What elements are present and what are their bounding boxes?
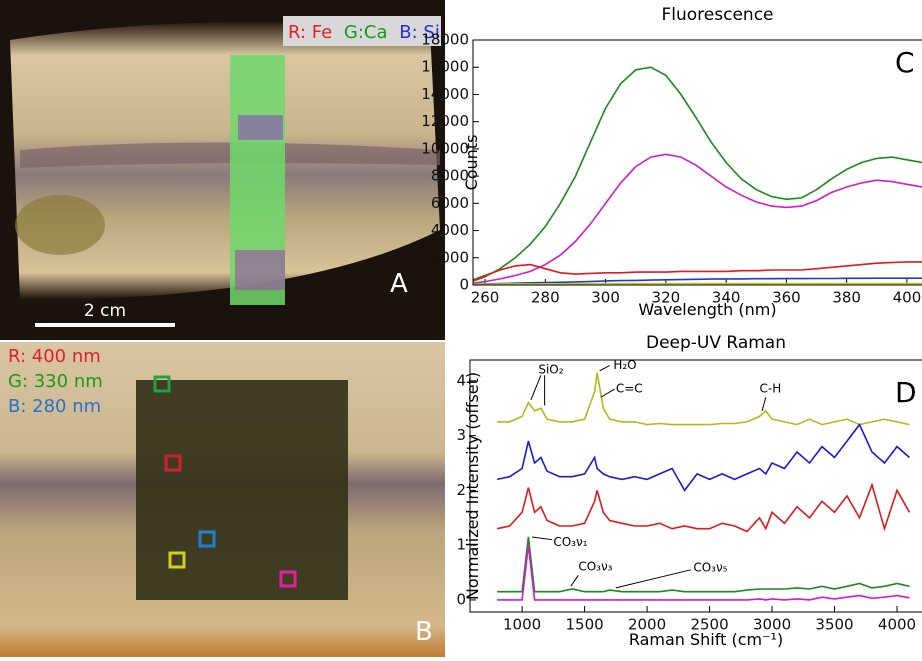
chart-title: Deep-UV Raman: [646, 333, 786, 353]
x-tick-label: 4000: [878, 616, 916, 634]
y-tick-label: 0: [459, 276, 469, 294]
y-tick-label: 1: [456, 536, 466, 554]
y-tick-label: 12000: [421, 112, 469, 130]
x-tick-label: 380: [832, 289, 861, 307]
channel-g: G:Ca: [344, 22, 388, 43]
panel-letter: B: [415, 617, 433, 647]
y-tick-label: 4000: [431, 221, 469, 239]
fluorescence-map: [136, 380, 348, 600]
figure: R: Fe G:Ca B: Si 2 cm A R: 400 nm G: 330…: [0, 0, 922, 657]
x-tick-label: 320: [652, 289, 681, 307]
annotation-arrow: [571, 575, 578, 586]
chart-title: Fluorescence: [662, 5, 774, 25]
y-tick-label: 0: [456, 590, 466, 608]
x-tick-label: 3000: [753, 616, 791, 634]
annotation-arrow: [616, 570, 691, 588]
annotation: C=C: [616, 382, 643, 396]
annotation: CO₃ν₅: [693, 561, 727, 575]
channel-r: R: 400 nm: [8, 346, 101, 367]
rock-patch: [15, 195, 105, 255]
panel-b: R: 400 nm G: 330 nm B: 280 nm B: [0, 342, 445, 657]
annotation: CO₃ν₁: [553, 535, 587, 549]
y-tick-label: 2000: [431, 248, 469, 266]
axis-frame: [473, 40, 922, 285]
series-line: [470, 154, 922, 283]
series-line: [497, 485, 909, 532]
annotation: CO₃ν₃: [578, 560, 612, 574]
x-tick-label: 360: [772, 289, 801, 307]
panel-letter: A: [390, 269, 408, 299]
x-tick-label: 1000: [503, 616, 541, 634]
annotation: SiO₂: [538, 362, 563, 376]
annotation-arrow: [532, 537, 552, 540]
y-tick-label: 16000: [421, 58, 469, 76]
panel-a: R: Fe G:Ca B: Si 2 cm A: [0, 0, 445, 340]
annotation: C-H: [760, 382, 782, 396]
y-tick-label: 8000: [431, 167, 469, 185]
channel-legend: R: Fe G:Ca B: Si: [288, 22, 440, 43]
x-tick-label: 300: [591, 289, 620, 307]
channel-g: G: 330 nm: [8, 371, 103, 392]
scale-label: 2 cm: [84, 301, 126, 321]
channel-b: B: 280 nm: [8, 396, 101, 417]
annotation-arrow: [762, 397, 766, 411]
x-tick-label: 3500: [815, 616, 853, 634]
plot-lines: [470, 67, 922, 284]
y-tick-label: 14000: [421, 85, 469, 103]
element-map-region: [238, 115, 283, 140]
series-line: [497, 373, 909, 425]
y-tick-label: 6000: [431, 194, 469, 212]
panel-letter: C: [895, 46, 915, 79]
x-tick-label: 1500: [565, 616, 603, 634]
y-tick-label: 18000: [421, 31, 469, 49]
x-tick-label: 2000: [628, 616, 666, 634]
x-tick-label: 2500: [690, 616, 728, 634]
channel-r: R: Fe: [288, 22, 332, 43]
y-tick-label: 4: [456, 371, 466, 389]
element-map-region: [235, 250, 285, 290]
annotation-arrow: [531, 375, 541, 400]
annotation: H₂O: [613, 358, 636, 372]
x-tick-label: 340: [712, 289, 741, 307]
y-tick-label: 10000: [421, 139, 469, 157]
series-line: [470, 284, 922, 285]
x-tick-label: 400: [893, 289, 922, 307]
series-line: [497, 425, 909, 491]
panel-letter: D: [895, 376, 917, 409]
series-line: [470, 67, 922, 282]
page: R: Fe G:Ca B: Si 2 cm A R: 400 nm G: 330…: [0, 0, 922, 657]
x-tick-label: 260: [471, 289, 500, 307]
x-tick-label: 280: [531, 289, 560, 307]
y-tick-label: 2: [456, 481, 466, 499]
y-tick-label: 3: [456, 426, 466, 444]
annotation-arrow: [601, 389, 615, 397]
annotation-arrow: [600, 365, 610, 370]
